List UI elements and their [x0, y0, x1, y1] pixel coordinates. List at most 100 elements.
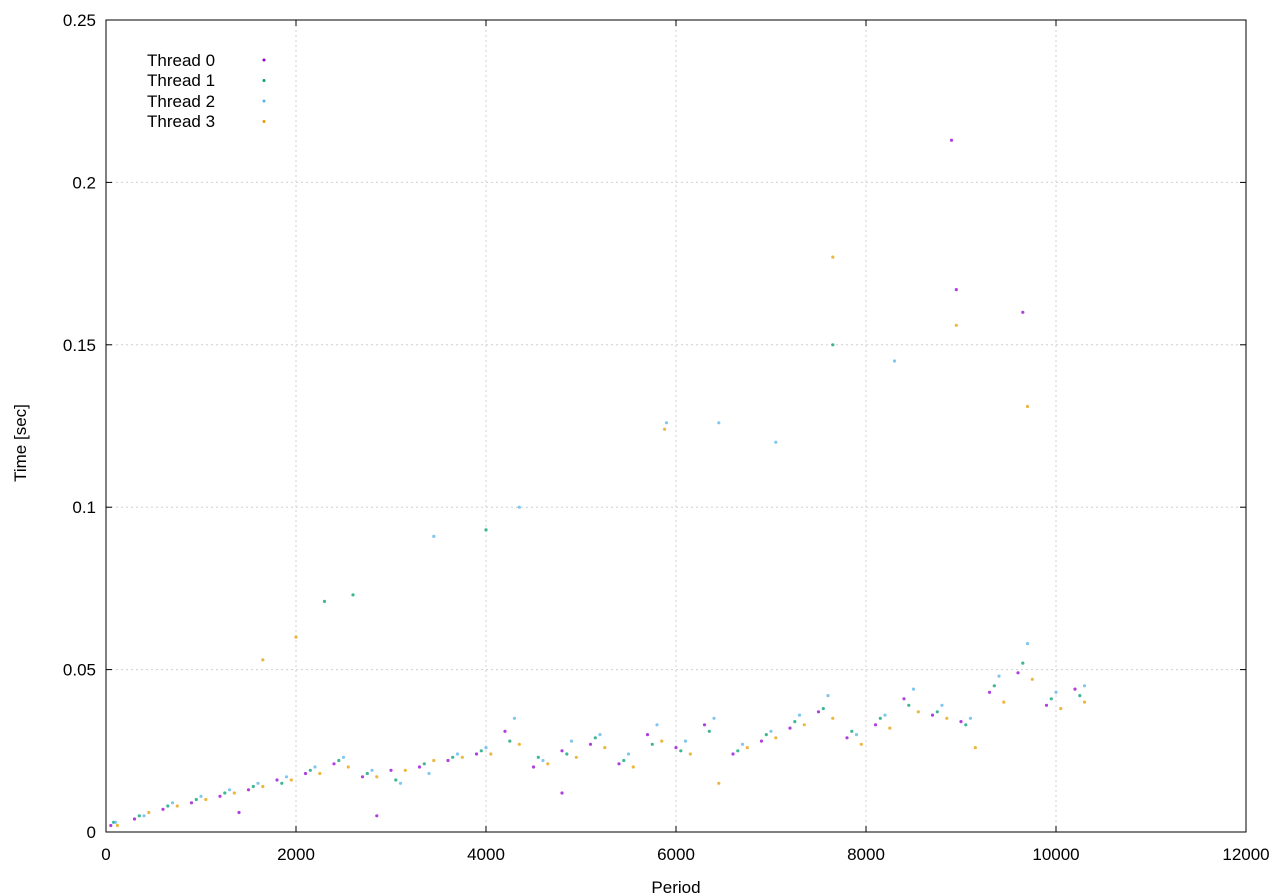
data-point-thread-3: [745, 746, 749, 750]
data-point-thread-0: [1044, 703, 1049, 707]
y-tick-label: 0.15: [63, 336, 96, 355]
y-tick-label: 0: [87, 823, 96, 842]
data-point-thread-1: [337, 758, 341, 763]
data-point-thread-1: [508, 739, 512, 743]
data-point-thread-3: [916, 710, 920, 714]
data-point-thread-1: [679, 749, 683, 753]
data-point-thread-0: [731, 752, 735, 756]
data-point-thread-2: [997, 674, 1001, 678]
data-point-thread-2: [284, 775, 289, 779]
x-tick-label: 8000: [847, 845, 885, 864]
data-point-thread-0: [109, 823, 113, 828]
tick-labels: 0 2000 4000 6000 8000 10000 12000 0 0.05 0.1 0.15 0…: [63, 11, 1270, 864]
data-point-thread-2: [1082, 684, 1087, 688]
data-point-thread-2: [455, 752, 460, 756]
data-point-thread-2: [626, 752, 631, 756]
legend-marker-thread-0: [262, 58, 266, 62]
legend-label-thread-3: Thread 3: [147, 112, 215, 131]
data-point-thread-1: [764, 733, 768, 737]
data-point-thread-0: [949, 138, 954, 142]
data-point-thread-0: [1016, 671, 1020, 675]
data-point-thread-3: [175, 804, 179, 808]
data-point-thread-3: [346, 765, 350, 769]
data-point-thread-3: [289, 778, 293, 782]
data-point-thread-1: [565, 752, 569, 756]
data-point-thread-0: [645, 733, 650, 737]
data-point-thread-3: [294, 635, 298, 639]
data-point-thread-1: [137, 814, 141, 818]
data-point-thread-2: [569, 739, 574, 743]
data-point-thread-0: [788, 726, 792, 730]
data-point-thread-1: [850, 729, 854, 733]
data-point-thread-1: [992, 684, 996, 688]
data-point-thread-3: [945, 716, 949, 720]
data-point-thread-2: [341, 755, 346, 759]
data-point-thread-1: [935, 710, 939, 714]
legend: Thread 0 Thread 1 Thread 2 Thread 3: [147, 51, 266, 131]
data-point-thread-0: [474, 752, 479, 756]
data-point-thread-3: [802, 723, 806, 727]
data-point-thread-1: [907, 703, 911, 707]
data-point-thread-2: [797, 713, 802, 717]
data-point-thread-1: [1049, 697, 1053, 701]
data-point-thread-0: [275, 778, 279, 782]
data-point-thread-1: [484, 528, 488, 532]
data-point-thread-2: [717, 421, 721, 425]
data-point-thread-1: [593, 736, 597, 740]
data-point-thread-1: [736, 749, 740, 753]
data-point-thread-0: [375, 814, 379, 818]
data-point-thread-0: [1021, 310, 1025, 314]
data-point-thread-1: [251, 784, 255, 789]
data-point-thread-1: [451, 755, 455, 759]
data-point-thread-3: [115, 823, 119, 828]
data-point-thread-2: [398, 781, 403, 785]
data-point-thread-2: [512, 716, 517, 720]
x-tick-label: 0: [101, 845, 110, 864]
data-point-thread-2: [517, 505, 521, 509]
data-point-thread-0: [902, 697, 906, 701]
data-point-thread-0: [237, 810, 241, 815]
data-point-thread-1: [1078, 694, 1082, 698]
data-point-thread-3: [204, 797, 208, 802]
data-point-thread-2: [1025, 642, 1030, 646]
data-point-thread-3: [1002, 700, 1006, 704]
data-point-thread-3: [517, 742, 521, 746]
data-point-thread-1: [479, 749, 483, 753]
axis-ticks: [105, 19, 1247, 833]
data-point-thread-2: [940, 703, 944, 707]
data-point-thread-1: [1021, 661, 1025, 665]
x-tick-label: 4000: [467, 845, 505, 864]
data-point-thread-2: [227, 788, 232, 792]
data-point-thread-0: [132, 817, 137, 821]
data-point-thread-1: [831, 343, 835, 347]
data-point-thread-2: [370, 768, 374, 772]
data-point-thread-0: [417, 765, 422, 769]
data-point-thread-2: [664, 421, 669, 425]
data-point-thread-3: [574, 755, 578, 759]
data-point-thread-2: [854, 733, 859, 737]
data-point-thread-0: [1073, 687, 1077, 691]
y-tick-label: 0.2: [72, 173, 96, 192]
data-point-thread-0: [674, 746, 678, 750]
x-tick-label: 12000: [1222, 845, 1269, 864]
data-point-thread-2: [712, 716, 716, 720]
data-point-thread-0: [161, 807, 165, 811]
data-point-thread-0: [446, 758, 450, 763]
data-point-thread-3: [688, 752, 692, 756]
data-point-thread-2: [142, 814, 146, 818]
data-point-thread-3: [432, 758, 436, 763]
legend-marker-thread-2: [262, 99, 266, 103]
data-point-thread-2: [427, 771, 431, 776]
data-point-thread-1: [422, 762, 426, 766]
data-point-thread-0: [560, 749, 564, 753]
data-point-thread-3: [546, 762, 550, 766]
x-axis-label: Period: [651, 878, 700, 896]
data-point-thread-3: [1082, 700, 1087, 704]
data-point-thread-3: [1059, 707, 1063, 711]
data-point-thread-3: [460, 755, 464, 759]
data-point-thread-1: [964, 723, 968, 727]
data-point-thread-1: [351, 593, 355, 597]
data-point-thread-1: [821, 707, 825, 711]
data-point-thread-3: [831, 255, 835, 259]
